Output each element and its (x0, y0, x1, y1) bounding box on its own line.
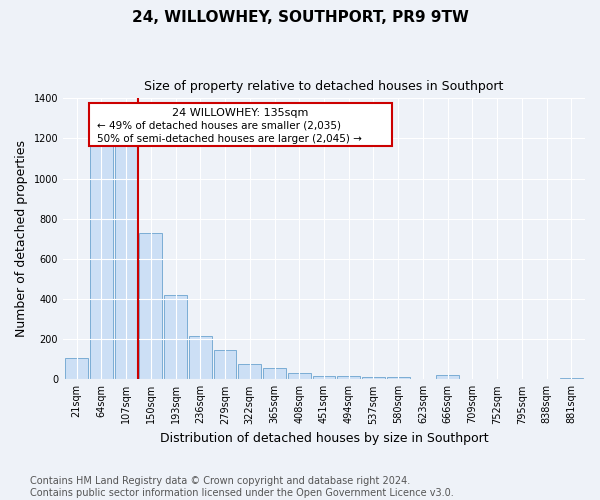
Y-axis label: Number of detached properties: Number of detached properties (15, 140, 28, 338)
Bar (90, 146, 113, 380)
Title: Size of property relative to detached houses in Southport: Size of property relative to detached ho… (145, 80, 504, 93)
Text: ← 49% of detached houses are smaller (2,035): ← 49% of detached houses are smaller (2,… (97, 121, 341, 131)
Bar (214, 350, 236, 380)
Bar (263, 368, 286, 380)
Bar (337, 376, 360, 380)
X-axis label: Distribution of detached houses by size in Southport: Distribution of detached houses by size … (160, 432, 488, 445)
Bar (436, 376, 459, 380)
FancyBboxPatch shape (89, 102, 392, 146)
Bar (238, 364, 261, 380)
Text: Contains HM Land Registry data © Crown copyright and database right 2024.
Contai: Contains HM Land Registry data © Crown c… (30, 476, 454, 498)
Bar (560, 378, 583, 380)
Bar (387, 378, 410, 380)
Text: 50% of semi-detached houses are larger (2,045) →: 50% of semi-detached houses are larger (… (97, 134, 362, 144)
Bar (362, 378, 385, 380)
Bar (288, 372, 311, 380)
Text: 24, WILLOWHEY, SOUTHPORT, PR9 9TW: 24, WILLOWHEY, SOUTHPORT, PR9 9TW (131, 10, 469, 25)
Bar (313, 376, 335, 380)
Bar (115, 146, 137, 380)
Text: 24 WILLOWHEY: 135sqm: 24 WILLOWHEY: 135sqm (172, 108, 308, 118)
Bar (189, 336, 212, 380)
Bar (65, 358, 88, 380)
Bar (139, 233, 162, 380)
Bar (164, 295, 187, 380)
